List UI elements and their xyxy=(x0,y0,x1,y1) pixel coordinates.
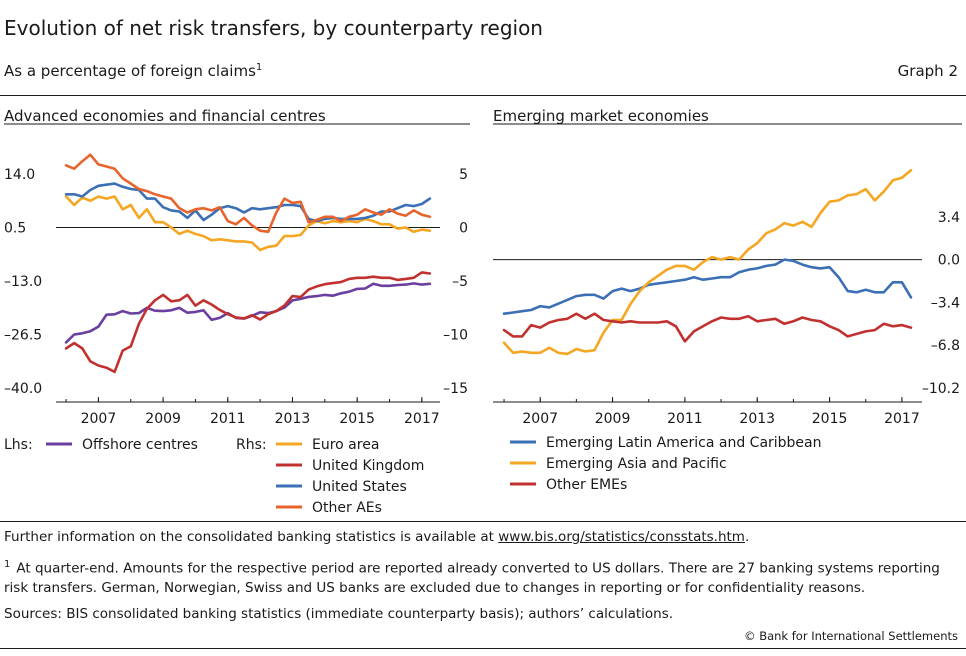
consstats-link[interactable]: www.bis.org/statistics/consstats.htm xyxy=(498,529,745,545)
graph-title: Evolution of net risk transfers, by coun… xyxy=(4,16,543,40)
right-x-tick-label: 2015 xyxy=(812,411,848,427)
left-left-tick-label: 0.5 xyxy=(4,221,26,237)
graph-number: Graph 2 xyxy=(897,62,958,80)
legend-lhs-label: Lhs: xyxy=(4,437,33,453)
left-left-tick-label: –26.5 xyxy=(4,328,42,344)
right-right-tick-label: 0.0 xyxy=(938,253,960,269)
further-info: Further information on the consolidated … xyxy=(4,529,749,545)
subtitle-footnote-marker: 1 xyxy=(255,62,263,73)
left-x-tick-label: 2011 xyxy=(210,411,246,427)
left-right-tick-label: –15 xyxy=(443,381,468,397)
left-x-tick-label: 2007 xyxy=(81,411,117,427)
legend-offshore-label: Offshore centres xyxy=(82,437,198,453)
left-series-united-states xyxy=(64,182,432,223)
left-series-euro-area xyxy=(64,195,432,252)
right-right-tick-label: 3.4 xyxy=(938,210,960,226)
left-panel-title: Advanced economies and financial centres xyxy=(4,107,326,125)
footnote-1: 1 At quarter-end. Amounts for the respect… xyxy=(4,555,962,598)
left-left-tick-label: –13.0 xyxy=(4,274,42,290)
right-right-tick-label: –6.8 xyxy=(931,338,960,354)
legend-euro-area-label: Euro area xyxy=(312,437,379,453)
left-left-tick-label: –40.0 xyxy=(4,381,42,397)
chart-canvas: 2007 2009 2011 2013 2015 2017 5 0 –5 –10 –15 14.0 0.… xyxy=(4,123,962,516)
top-rule xyxy=(0,95,966,96)
legends: Lhs: Rhs: Offshore centres Euro area United … xyxy=(4,435,822,516)
footnote-1-marker: 1 xyxy=(4,559,11,570)
sources-note: Sources: BIS consolidated banking statis… xyxy=(4,606,674,622)
right-x-tick-label: 2011 xyxy=(667,411,703,427)
further-info-text: Further information on the consolidated … xyxy=(4,529,499,545)
right-right-tick-label: –10.2 xyxy=(922,381,960,397)
footnote-rule xyxy=(0,521,966,522)
right-series-emerging-asia-and-pacific xyxy=(502,168,913,356)
left-x-tick-label: 2013 xyxy=(275,411,311,427)
left-right-tick-label: –5 xyxy=(452,274,468,290)
copyright: © Bank for International Settlements xyxy=(744,629,958,643)
legend-uk-label: United Kingdom xyxy=(312,458,424,474)
right-x-tick-label: 2017 xyxy=(884,411,920,427)
left-right-tick-label: –10 xyxy=(443,328,468,344)
legend-rhs-label: Rhs: xyxy=(236,437,267,453)
left-x-tick-label: 2009 xyxy=(145,411,181,427)
left-right-tick-label: 0 xyxy=(459,221,468,237)
footnote-1-text: At quarter-end. Amounts for the respecti… xyxy=(4,560,940,596)
legend-other-aes-label: Other AEs xyxy=(312,500,382,516)
left-series-offshore-centres xyxy=(64,282,432,344)
left-left-tick-label: 14.0 xyxy=(4,167,35,183)
right-series-other-emes xyxy=(502,312,913,343)
graph-subtitle: As a percentage of foreign claims1 xyxy=(4,62,262,80)
legend-us-label: United States xyxy=(312,479,407,495)
right-x-tick-label: 2013 xyxy=(739,411,775,427)
left-x-tick-label: 2017 xyxy=(404,411,440,427)
right-right-tick-label: –3.4 xyxy=(931,295,960,311)
subtitle-text: As a percentage of foreign claims xyxy=(4,62,256,80)
left-x-tick-label: 2015 xyxy=(339,411,375,427)
left-series-united-kingdom xyxy=(64,271,432,374)
bottom-rule xyxy=(0,648,966,649)
right-panel: 2007 2009 2011 2013 2015 2017 3.4 0.0 –3.4 –6.8 –1… xyxy=(493,123,962,427)
legend-asia-label: Emerging Asia and Pacific xyxy=(546,456,727,472)
right-x-tick-label: 2009 xyxy=(595,411,631,427)
right-x-tick-label: 2007 xyxy=(522,411,558,427)
legend-other-emes-label: Other EMEs xyxy=(546,477,627,493)
right-panel-title: Emerging market economies xyxy=(493,107,709,125)
left-series-other-aes xyxy=(64,153,432,234)
left-panel: 2007 2009 2011 2013 2015 2017 5 0 –5 –10 –15 14.0 0.… xyxy=(4,123,470,427)
left-right-tick-label: 5 xyxy=(459,167,468,183)
right-series-emerging-latin-america-and-caribbean xyxy=(502,258,913,316)
legend-latam-label: Emerging Latin America and Caribbean xyxy=(546,435,822,451)
further-info-end: . xyxy=(744,529,750,545)
